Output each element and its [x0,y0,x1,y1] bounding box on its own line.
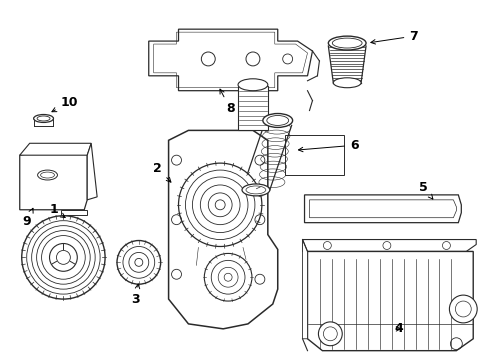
Text: 9: 9 [22,208,33,228]
Circle shape [448,295,476,323]
Text: 2: 2 [153,162,170,182]
Ellipse shape [327,36,366,50]
Circle shape [117,240,161,284]
Circle shape [204,253,251,301]
Ellipse shape [34,114,53,122]
Text: 7: 7 [370,30,417,44]
Polygon shape [20,145,87,210]
Circle shape [318,322,342,346]
Text: 1: 1 [49,203,65,217]
Ellipse shape [333,78,360,88]
Circle shape [178,163,262,247]
Circle shape [21,216,105,299]
Polygon shape [168,130,277,329]
Text: 4: 4 [394,322,402,336]
Polygon shape [238,86,267,130]
Ellipse shape [263,113,292,127]
Polygon shape [61,210,87,215]
Polygon shape [302,239,307,339]
Text: 6: 6 [298,139,358,152]
Text: 8: 8 [220,89,234,115]
Polygon shape [148,29,312,91]
Text: 5: 5 [418,181,432,199]
Text: 10: 10 [52,96,78,112]
Polygon shape [87,143,97,200]
Polygon shape [307,251,472,351]
Polygon shape [302,239,475,251]
Polygon shape [304,195,460,223]
Ellipse shape [238,79,267,91]
Polygon shape [20,143,91,155]
Ellipse shape [242,184,269,196]
Text: 3: 3 [131,284,140,306]
